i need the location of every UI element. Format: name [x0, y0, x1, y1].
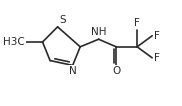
Text: F: F — [153, 53, 159, 63]
Text: N: N — [69, 66, 77, 76]
Text: F: F — [153, 31, 159, 41]
Text: S: S — [60, 15, 66, 25]
Text: O: O — [112, 66, 120, 76]
Text: H3C: H3C — [3, 37, 25, 47]
Text: F: F — [134, 18, 140, 28]
Text: NH: NH — [91, 27, 106, 37]
